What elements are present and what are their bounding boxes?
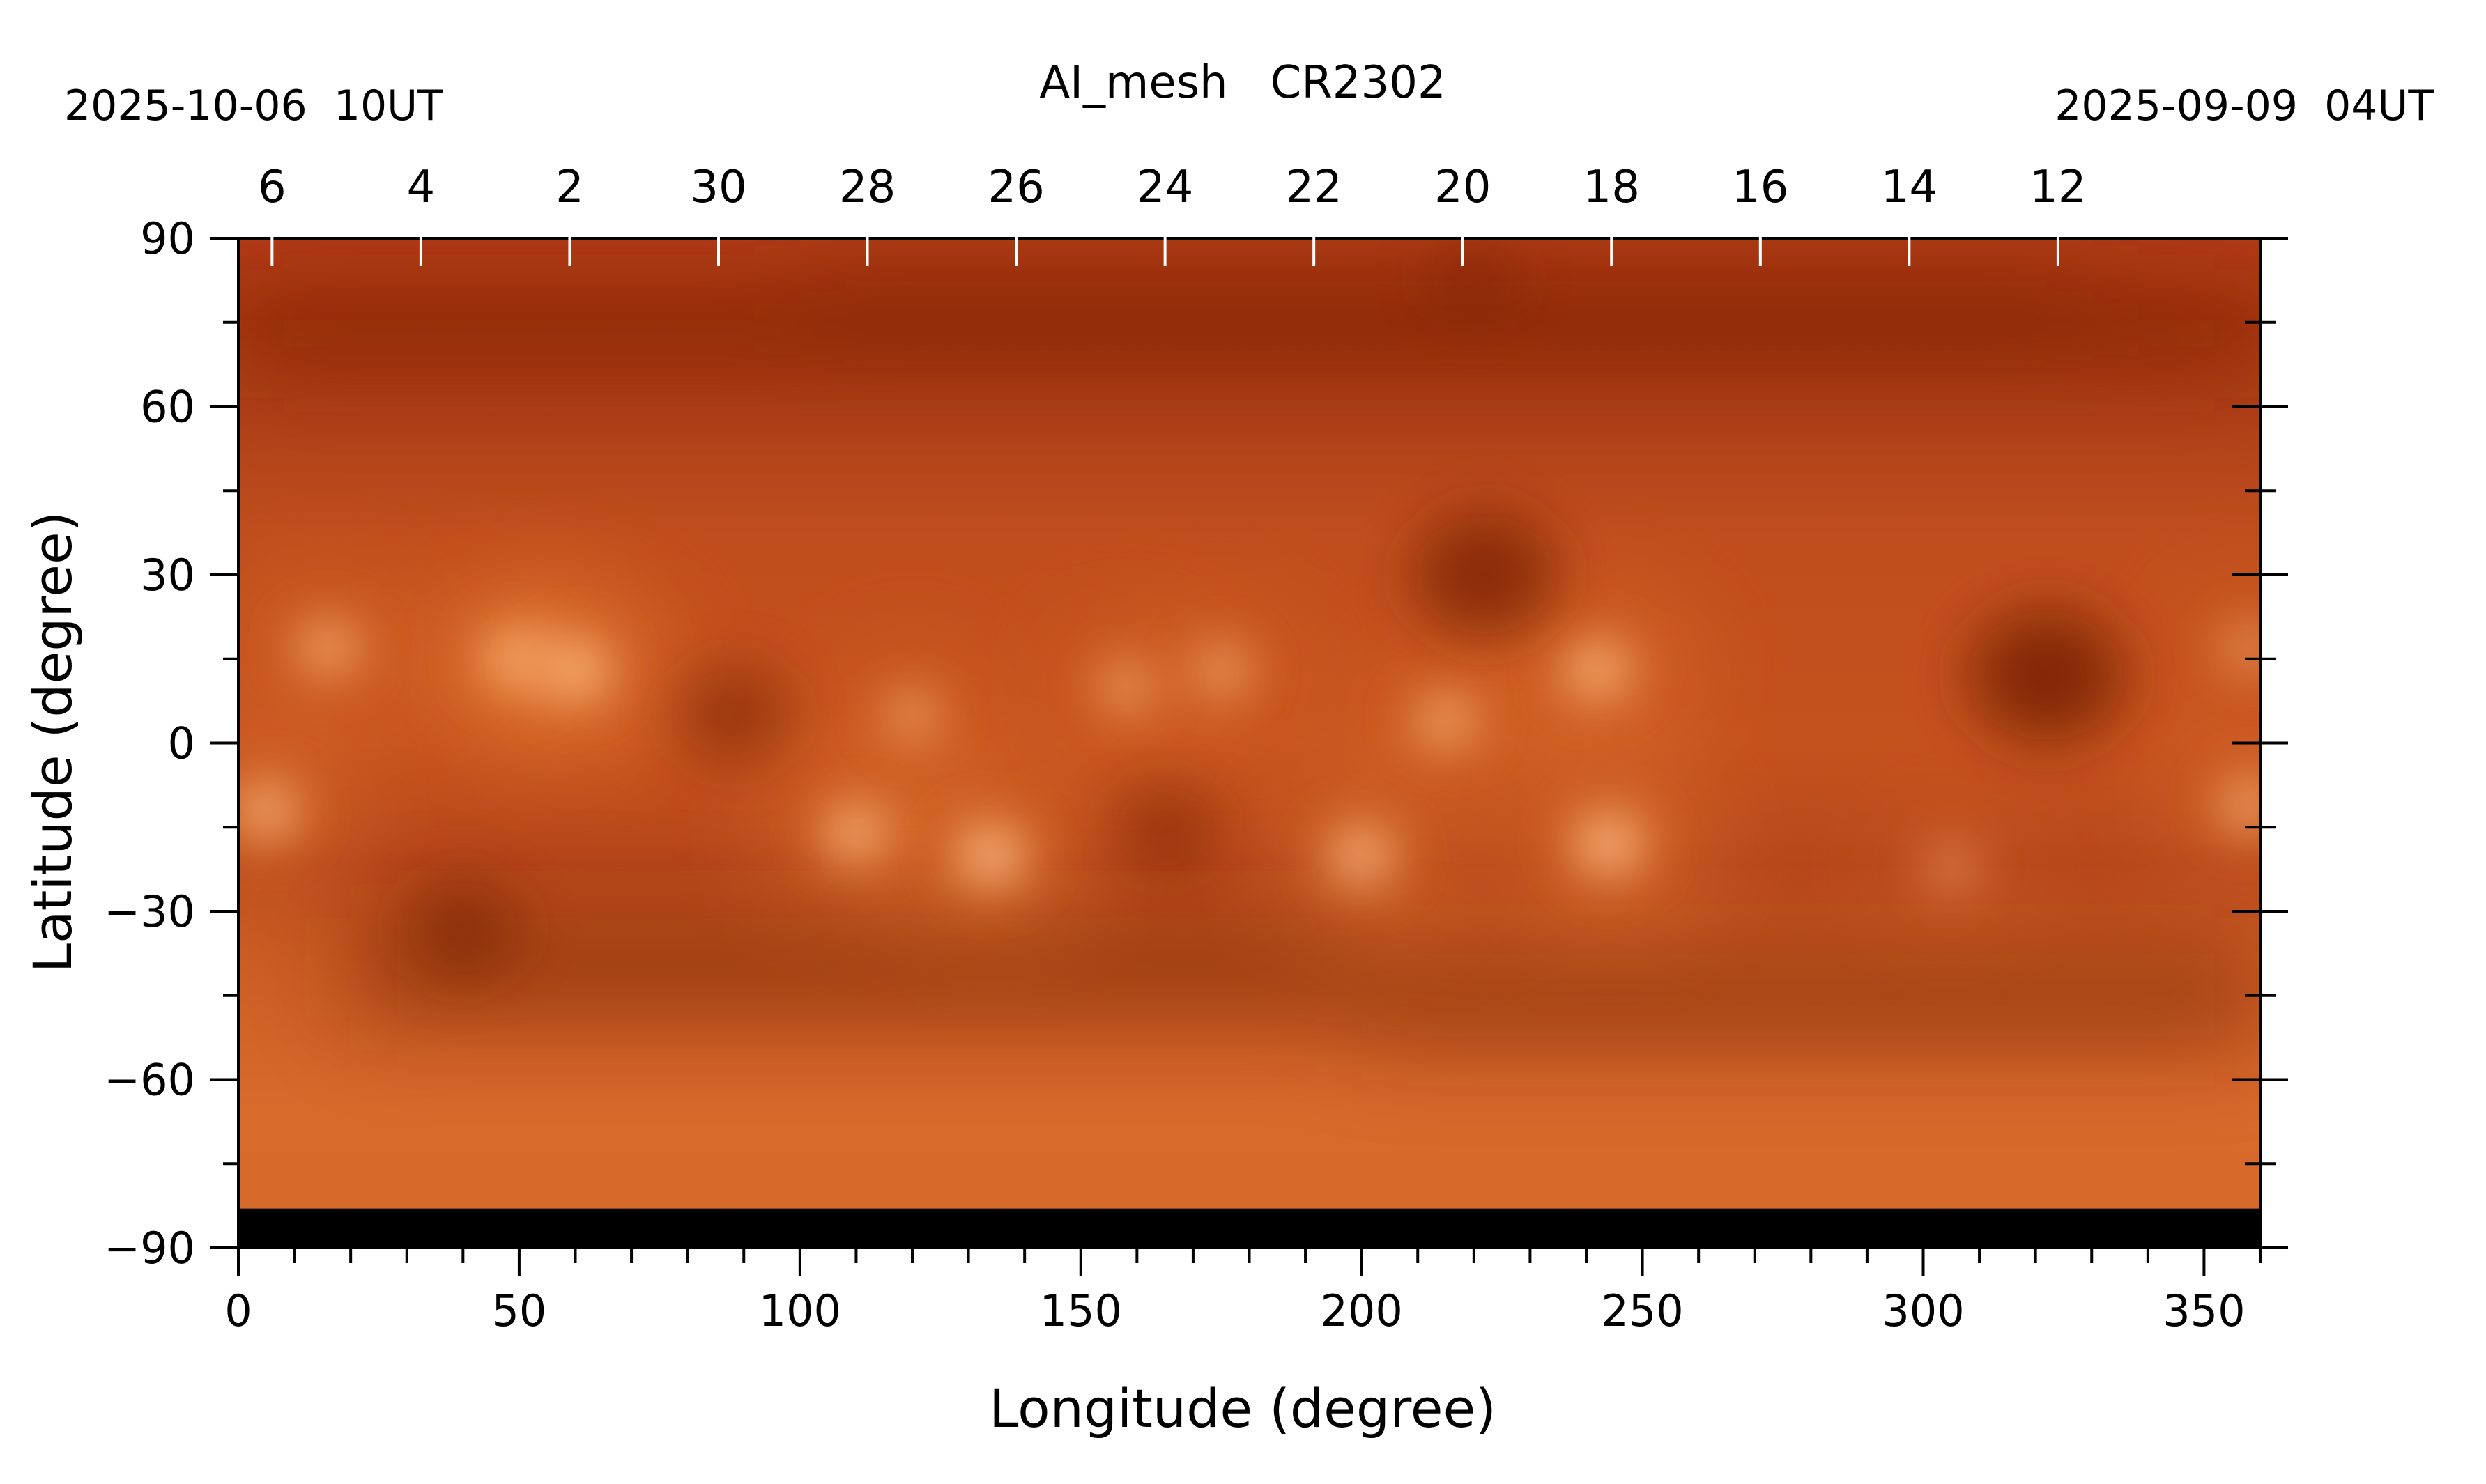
date-tick-label: 16 — [1732, 162, 1788, 213]
active-region — [1398, 680, 1494, 762]
coronal-hole — [1094, 766, 1236, 888]
date-tick-label: 4 — [407, 162, 436, 213]
map-features — [238, 238, 2260, 996]
x-tick-label: 100 — [759, 1285, 841, 1336]
date-tick-label: 2 — [555, 162, 584, 213]
y-axis-label: Latitude (degree) — [22, 511, 84, 973]
active-region — [2209, 614, 2260, 681]
x-tick-label: 300 — [1882, 1285, 1964, 1336]
date-tick-label: 30 — [690, 162, 746, 213]
coronal-hole — [1409, 238, 1538, 333]
x-tick-label: 150 — [1040, 1285, 1122, 1336]
date-tick-label: 22 — [1285, 162, 1342, 213]
x-tick-label: 50 — [491, 1285, 546, 1336]
x-tick-label: 250 — [1601, 1285, 1683, 1336]
date-tick-label: 12 — [2030, 162, 2086, 213]
active-region — [1544, 624, 1651, 716]
coronal-hole — [1945, 587, 2148, 764]
y-tick-label: −90 — [104, 1223, 195, 1274]
date-tick-label: 20 — [1434, 162, 1491, 213]
dark-lane — [1361, 950, 2260, 1041]
y-tick-label: −30 — [104, 886, 195, 937]
no-data-region — [238, 1208, 2260, 1248]
date-tick-label: 28 — [839, 162, 896, 213]
y-tick-label: 90 — [140, 213, 195, 264]
date-tick-label: 14 — [1881, 162, 1938, 213]
active-region — [1551, 795, 1666, 893]
active-region — [803, 787, 910, 879]
active-region — [1916, 836, 1987, 897]
chart-title: AI_mesh CR2302 — [1039, 57, 1445, 109]
active-region — [1308, 810, 1415, 901]
axis-ticks — [210, 237, 2288, 1276]
date-tick-label: 6 — [258, 162, 286, 213]
date-left: 2025-10-06 10UT — [64, 82, 443, 130]
map-image — [238, 238, 2260, 1248]
active-region — [238, 766, 318, 854]
x-tick-label: 200 — [1320, 1285, 1402, 1336]
x-tick-label: 350 — [2163, 1285, 2245, 1336]
x-tick-label: 0 — [224, 1285, 252, 1336]
date-tick-label: 18 — [1583, 162, 1640, 213]
date-tick-label: 26 — [988, 162, 1044, 213]
active-region — [2202, 764, 2260, 845]
x-axis-label: Longitude (degree) — [989, 1377, 1496, 1439]
active-region — [520, 623, 631, 718]
coronal-hole — [385, 861, 541, 996]
coronal-hole — [654, 648, 811, 782]
active-region — [934, 806, 1048, 904]
active-region — [281, 607, 376, 688]
no-data-band — [238, 1208, 2260, 1248]
y-tick-label: 60 — [140, 382, 195, 433]
active-region — [870, 679, 954, 750]
y-tick-label: 30 — [140, 550, 195, 601]
y-tick-label: 0 — [168, 718, 195, 769]
y-tick-label: −60 — [104, 1055, 195, 1106]
coronal-hole — [1390, 493, 1580, 657]
date-tick-label: 24 — [1137, 162, 1193, 213]
active-region — [1084, 651, 1167, 722]
date-right: 2025-09-09 04UT — [2055, 82, 2434, 130]
